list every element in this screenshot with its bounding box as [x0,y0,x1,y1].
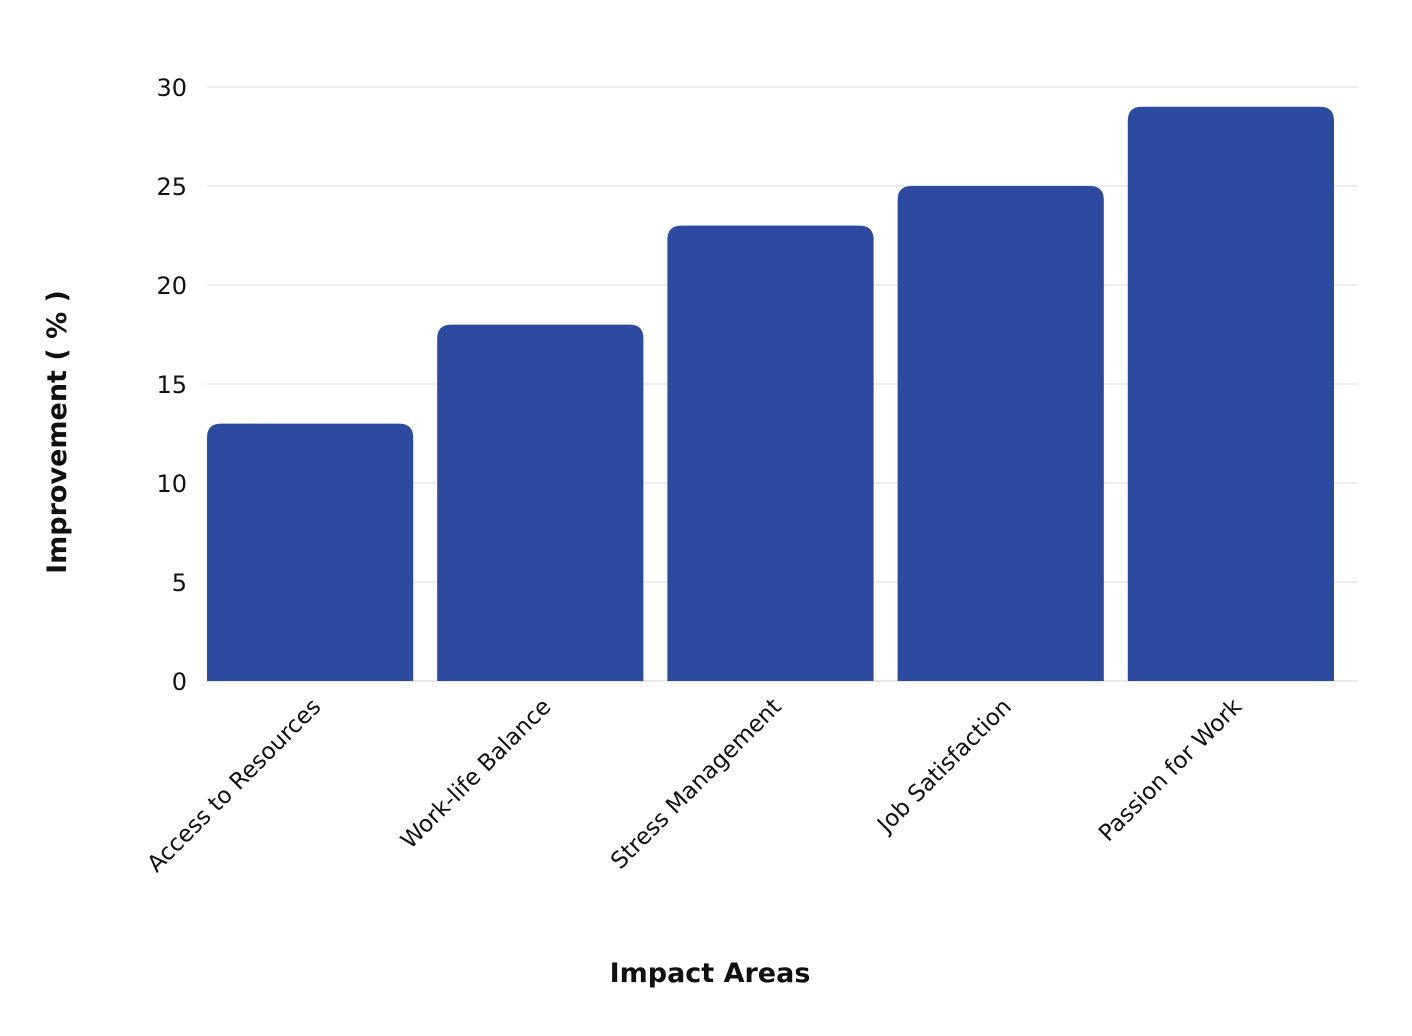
y-tick-label: 0 [172,668,187,696]
y-tick-label: 30 [156,74,187,102]
y-tick-label: 5 [172,569,187,597]
bar [207,423,414,681]
x-tick-label: Access to Resources [143,694,327,878]
x-axis-ticks: Access to Resources Work-life Balance Stre… [143,693,1248,877]
x-tick-label: Stress Management [606,694,787,875]
bars [207,106,1334,682]
bar [667,225,874,681]
y-tick-label: 20 [156,272,187,300]
bar [1127,106,1334,682]
x-tick-label: Work-life Balance [396,694,556,854]
x-tick-label: Passion for Work [1094,693,1248,847]
y-tick-label: 15 [156,371,187,399]
x-tick-label: Job Satisfaction [871,694,1016,839]
bar [897,186,1104,681]
x-axis-title: Impact Areas [610,958,811,989]
y-axis-title: Improvement ( % ) [42,290,73,574]
y-tick-label: 25 [156,173,187,201]
bar [437,324,644,681]
y-axis-ticks: 0 5 10 15 20 25 30 [156,74,187,696]
y-tick-label: 10 [156,470,187,498]
